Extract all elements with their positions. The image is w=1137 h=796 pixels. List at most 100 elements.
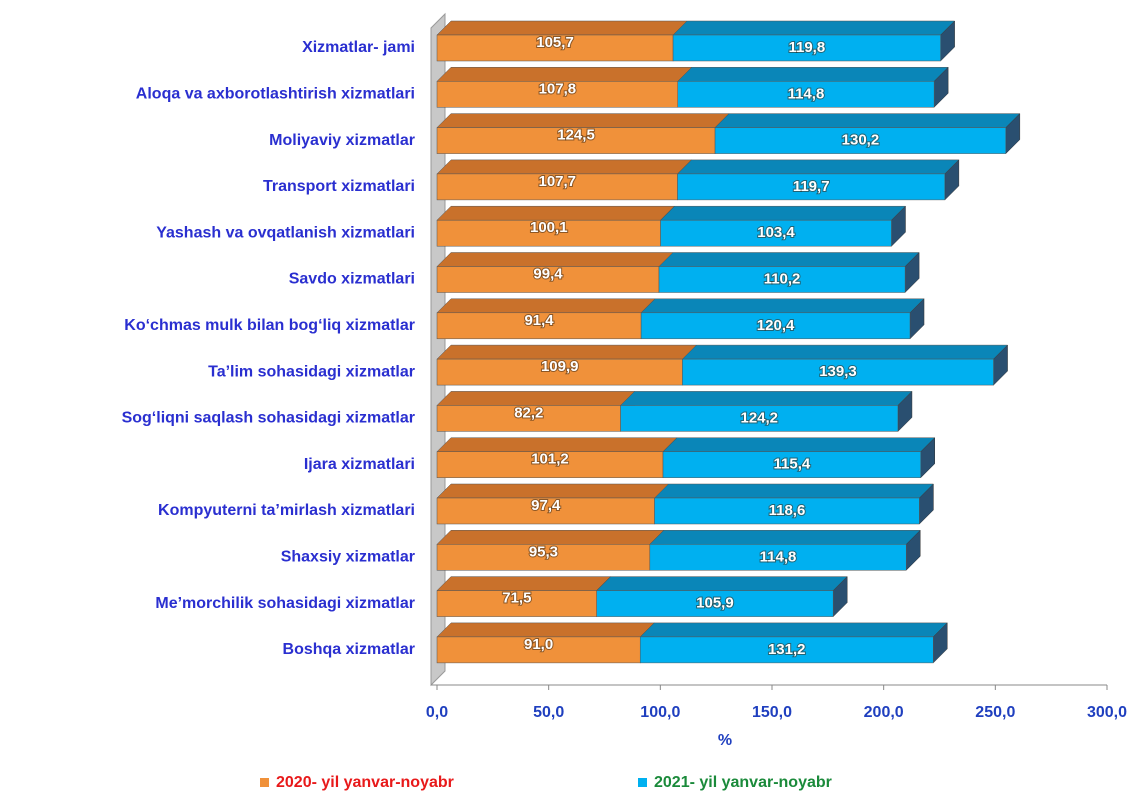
bar: [672, 34, 941, 62]
data-label: 109,9: [541, 358, 579, 375]
data-label: 101,2: [531, 451, 569, 468]
bar-top: [658, 252, 920, 267]
data-label: 71,5: [502, 590, 531, 607]
bar-top: [653, 483, 935, 499]
bar-top: [436, 437, 678, 452]
bar-top: [436, 344, 698, 360]
category-label: Boshqa xizmatlar: [283, 641, 415, 658]
bar-top: [436, 530, 665, 545]
bar-top: [672, 20, 956, 36]
data-label: 82,2: [514, 404, 543, 421]
bar: [640, 312, 911, 340]
data-label: 114,8: [788, 85, 825, 102]
data-label: 107,8: [539, 80, 577, 97]
bar: [436, 127, 716, 154]
category-label: Savdo xizmatlari: [289, 271, 415, 288]
bar-top: [436, 20, 688, 36]
data-label: 124,2: [740, 409, 778, 426]
bar-top: [436, 113, 730, 128]
bar: [714, 127, 1007, 154]
bar: [596, 590, 834, 617]
bar: [436, 590, 597, 617]
bar: [436, 544, 651, 571]
category-label: Kompyuterni ta’mirlash xizmatlari: [158, 502, 415, 519]
bar-top: [640, 298, 925, 314]
bar: [436, 405, 621, 432]
bar: [658, 266, 906, 293]
category-label: Ko‘chmas mulk bilan bog‘liq xizmatlar: [124, 317, 415, 334]
bar-top: [681, 344, 1009, 360]
x-tick-label: 0,0: [426, 704, 448, 721]
bar-top: [639, 622, 948, 638]
x-tick-label: 150,0: [752, 704, 792, 721]
bar-top: [677, 67, 949, 82]
data-label: 131,2: [768, 641, 806, 658]
legend-swatch: [260, 778, 269, 787]
category-label: Ijara xizmatlari: [304, 456, 415, 473]
bar-top: [714, 113, 1021, 128]
category-label: Transport xizmatlari: [263, 178, 415, 195]
bar-top: [436, 205, 676, 221]
category-label: Shaxsiy xizmatlar: [281, 549, 415, 566]
data-label: 114,8: [760, 548, 797, 565]
data-label: 110,2: [764, 270, 801, 287]
category-label: Ta’lim sohasidagi xizmatlar: [208, 363, 415, 380]
bar-top: [436, 576, 612, 591]
legend-swatch: [638, 778, 647, 787]
bar: [677, 173, 946, 201]
x-tick-label: 100,0: [640, 704, 680, 721]
bar: [436, 358, 683, 386]
data-label: 91,0: [524, 636, 553, 653]
data-label: 95,3: [529, 543, 558, 560]
bar-top: [659, 205, 907, 221]
data-label: 115,4: [774, 456, 811, 473]
data-label: 130,2: [842, 132, 880, 149]
bar: [649, 544, 907, 571]
data-label: 118,6: [769, 502, 806, 519]
bar-top: [436, 298, 656, 314]
x-tick-label: 300,0: [1087, 704, 1127, 721]
data-label: 99,4: [533, 265, 563, 282]
bar: [436, 219, 661, 247]
category-label: Yashash va ovqatlanish xizmatlari: [156, 224, 415, 241]
bar: [436, 34, 674, 62]
bar: [436, 636, 641, 664]
category-label: Me’morchilik sohasidagi xizmatlar: [155, 595, 415, 612]
data-label: 100,1: [530, 219, 568, 236]
data-label: 107,7: [538, 173, 576, 190]
x-tick-label: 250,0: [975, 704, 1015, 721]
bar-top: [596, 576, 848, 591]
bar-top: [436, 622, 655, 638]
bar-top: [662, 437, 936, 452]
x-axis-label: %: [718, 732, 732, 749]
legend-label: 2021- yil yanvar-noyabr: [654, 774, 832, 791]
bar: [620, 405, 899, 432]
bar-top: [436, 391, 636, 406]
bar: [662, 451, 921, 478]
bar: [682, 358, 994, 386]
data-label: 124,5: [557, 127, 595, 144]
category-label: Xizmatlar- jami: [302, 39, 415, 56]
bar-top: [619, 391, 913, 406]
bar: [436, 312, 642, 340]
bar-top: [436, 483, 670, 499]
bar: [436, 451, 664, 478]
category-label: Sog‘liqni saqlash sohasidagi xizmatlar: [122, 410, 415, 427]
x-tick-label: 200,0: [864, 704, 904, 721]
data-label: 97,4: [531, 497, 561, 514]
bar: [436, 497, 655, 525]
category-label: Moliyaviy xizmatlar: [269, 132, 415, 149]
x-tick-label: 50,0: [533, 704, 564, 721]
bar: [660, 219, 892, 247]
data-label: 119,8: [788, 39, 825, 56]
bar: [639, 636, 934, 664]
bar: [677, 81, 935, 108]
bar: [436, 173, 678, 201]
data-label: 91,4: [524, 312, 554, 329]
bar-top: [676, 159, 960, 175]
data-label: 139,3: [819, 363, 857, 380]
bar-top: [436, 67, 693, 82]
bar: [654, 497, 920, 525]
data-label: 120,4: [757, 317, 795, 334]
